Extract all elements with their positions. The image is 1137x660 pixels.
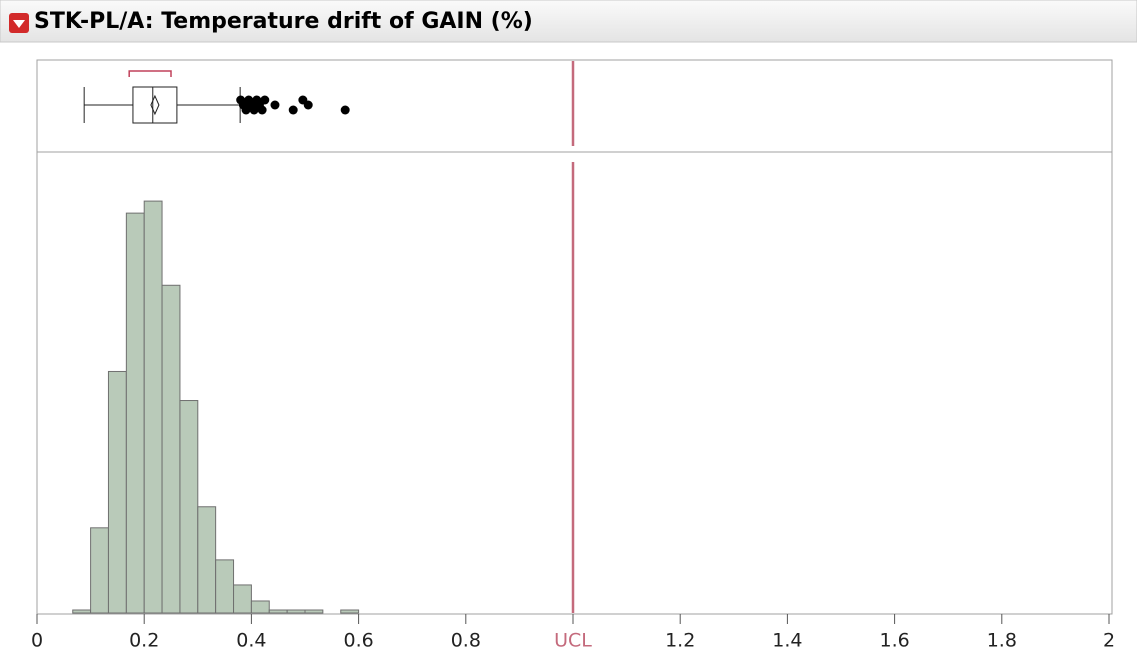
histogram-bar (197, 506, 217, 614)
histogram-bar (268, 609, 288, 614)
histogram-bar (72, 609, 92, 614)
x-tick-label: 0 (31, 630, 43, 652)
outlier (257, 105, 267, 115)
histogram-bar (143, 200, 163, 614)
histogram-bar (107, 370, 127, 614)
histogram-bar (304, 609, 324, 614)
histogram-bar (286, 609, 306, 614)
header-bar (0, 0, 1137, 43)
shortest-half (128, 70, 172, 77)
histogram-bar (215, 559, 235, 614)
histogram-bar (161, 284, 181, 614)
x-tick-label: 2 (1103, 630, 1115, 652)
outlier (340, 105, 350, 115)
box (132, 86, 178, 124)
x-tick-label: 0.2 (129, 630, 159, 652)
chart-title: STK-PL/A: Temperature drift of GAIN (%) (34, 9, 533, 34)
outlier (288, 105, 298, 115)
x-tick-label: 1.6 (879, 630, 909, 652)
histogram-bar (250, 600, 270, 614)
x-tick-label: 0.8 (451, 630, 481, 652)
histogram-bar (233, 584, 252, 614)
x-tick-label: 1.8 (987, 630, 1017, 652)
x-tick-label: UCL (554, 630, 592, 652)
histogram-bar (340, 609, 360, 614)
x-tick-label: 0.4 (236, 630, 266, 652)
histogram-bar (90, 527, 109, 614)
histogram-bar (179, 400, 199, 614)
menu-triangle (13, 20, 25, 28)
outlier (303, 100, 313, 110)
outlier (260, 95, 270, 105)
x-tick-label: 0.6 (343, 630, 373, 652)
x-tick-label: 1.4 (772, 630, 802, 652)
mean-diamond (150, 94, 160, 116)
histogram-bar (125, 212, 145, 614)
outlier (270, 100, 280, 110)
x-tick-label: 1.2 (665, 630, 695, 652)
